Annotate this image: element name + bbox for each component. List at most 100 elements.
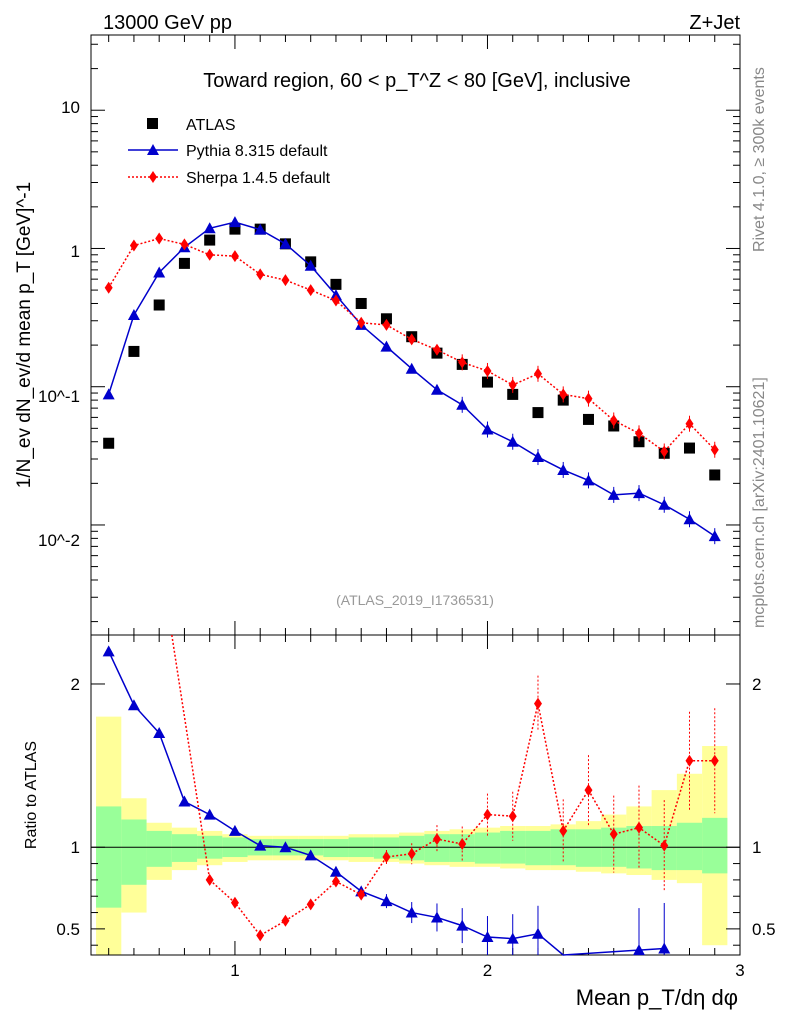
band-bin xyxy=(171,834,198,862)
ratio-point xyxy=(127,699,140,711)
ratio-point xyxy=(481,931,494,943)
data-point xyxy=(127,309,140,321)
data-point xyxy=(204,234,216,246)
data-point xyxy=(203,222,216,234)
ratio-point xyxy=(405,906,418,918)
band-bin xyxy=(575,829,602,867)
data-point xyxy=(355,297,367,309)
data-point xyxy=(660,445,669,458)
y-tick-label: 1 xyxy=(71,838,80,857)
series-sherpa xyxy=(104,232,719,460)
data-point xyxy=(155,232,164,245)
legend-label-sherpa: Sherpa 1.4.5 default xyxy=(186,170,331,187)
ratio-series xyxy=(102,634,719,956)
ratio-point xyxy=(281,914,290,927)
y-tick-label-right: 2 xyxy=(752,675,761,694)
ratio-line xyxy=(171,634,715,937)
ratio-point xyxy=(331,875,340,888)
main-series xyxy=(102,216,721,545)
series-atlas xyxy=(103,223,721,481)
data-point xyxy=(279,237,292,249)
ratio-point xyxy=(658,942,671,954)
y-tick-label-10: 10 xyxy=(61,98,80,117)
ratio-point xyxy=(407,847,416,860)
band-bin xyxy=(676,822,703,871)
data-point xyxy=(709,469,721,481)
ratio-point xyxy=(584,784,593,797)
data-point xyxy=(256,268,265,281)
data-point xyxy=(382,318,391,331)
data-point xyxy=(607,488,620,500)
x-tick-label: 3 xyxy=(735,961,744,980)
data-point xyxy=(229,223,241,235)
data-point xyxy=(180,238,189,251)
data-point xyxy=(103,437,115,449)
y-tick-label-1: 1 xyxy=(71,242,80,261)
ratio-point xyxy=(531,927,544,939)
legend-label-atlas: ATLAS xyxy=(186,117,236,134)
ratio-point xyxy=(254,839,267,851)
band-bin xyxy=(323,839,349,858)
data-point xyxy=(481,376,493,388)
energy-label: 13000 GeV pp xyxy=(103,12,232,34)
ratio-point xyxy=(458,837,467,850)
ratio-panel: 0.5 0.5 1 1 2 2 1 2 3 Ratio to ATLAS Mean p_T/dη… xyxy=(23,634,776,1010)
ratio-point xyxy=(230,896,239,909)
ratio-point xyxy=(228,824,241,836)
ratio-point xyxy=(357,888,366,901)
data-point xyxy=(153,266,166,278)
ratio-point xyxy=(609,828,618,841)
ratio-point xyxy=(256,929,265,942)
data-point xyxy=(481,423,494,435)
ratio-y-axis-label: Ratio to ATLAS xyxy=(23,741,40,849)
y-tick-label-right: 1 xyxy=(752,838,761,857)
main-axes xyxy=(91,35,741,635)
ratio-point xyxy=(533,697,542,710)
legend-marker-atlas xyxy=(147,118,158,129)
data-point xyxy=(609,414,618,427)
data-point xyxy=(330,278,342,290)
data-point xyxy=(559,388,568,401)
data-point xyxy=(205,248,214,261)
ratio-point xyxy=(205,873,214,886)
data-point xyxy=(380,313,392,325)
ratio-point xyxy=(483,808,492,821)
data-point xyxy=(104,281,113,294)
data-point xyxy=(507,388,519,400)
ratio-point xyxy=(153,726,166,738)
ratio-point xyxy=(380,895,393,907)
data-point xyxy=(531,451,544,463)
data-point xyxy=(380,340,393,352)
ratio-point xyxy=(660,839,669,852)
data-point xyxy=(102,388,115,400)
ratio-point xyxy=(506,932,519,944)
data-point xyxy=(254,223,267,235)
ratio-point xyxy=(456,919,469,931)
data-point xyxy=(458,356,467,369)
ratio-point xyxy=(432,833,441,846)
ratio-point xyxy=(304,849,317,861)
data-point xyxy=(710,443,719,456)
ratio-point xyxy=(559,824,568,837)
data-point xyxy=(128,345,140,357)
data-point xyxy=(584,392,593,405)
main-title: Toward region, 60 < p_T^Z < 80 [GeV], in… xyxy=(203,70,630,92)
band-bin xyxy=(474,832,501,864)
mcplots-label: mcplots.cern.ch [arXiv:2401.10621] xyxy=(751,377,768,628)
ratio-point xyxy=(279,841,292,853)
band-bin xyxy=(96,806,122,908)
data-point xyxy=(634,427,643,440)
band-bin xyxy=(146,830,172,867)
data-point xyxy=(708,530,721,542)
band-bin xyxy=(525,830,551,866)
y-tick-label-0.01: 10^-2 xyxy=(38,531,80,550)
ratio-point xyxy=(203,808,216,820)
data-point xyxy=(228,216,241,228)
x-tick-label: 2 xyxy=(483,961,492,980)
data-point xyxy=(658,498,671,510)
data-point xyxy=(304,259,317,271)
data-point xyxy=(533,367,542,380)
series-line xyxy=(107,221,716,537)
data-point xyxy=(432,343,441,356)
data-point xyxy=(582,474,595,486)
